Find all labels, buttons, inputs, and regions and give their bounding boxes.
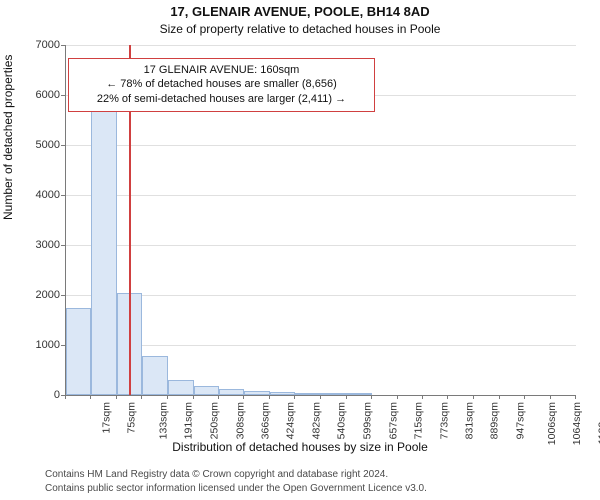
grid-line [66,345,576,346]
x-tick-mark [346,395,347,399]
histogram-bar [244,391,269,395]
histogram-bar [66,308,91,396]
plot-area: 17 GLENAIR AVENUE: 160sqm← 78% of detach… [65,45,576,396]
x-tick-mark [218,395,219,399]
x-tick-mark [269,395,270,399]
x-tick-mark [499,395,500,399]
x-tick-mark [141,395,142,399]
histogram-bar [270,392,295,395]
x-tick-label: 424sqm [285,402,297,439]
y-tick-label: 0 [54,389,60,401]
x-tick-label: 599sqm [362,402,374,439]
x-tick-mark [243,395,244,399]
y-tick-label: 2000 [36,289,60,301]
x-tick-label: 366sqm [259,402,271,439]
x-tick-label: 133sqm [157,402,169,439]
x-tick-mark [575,395,576,399]
x-tick-label: 191sqm [183,402,195,439]
histogram-bar [347,393,372,395]
x-tick-mark [65,395,66,399]
x-tick-label: 540sqm [336,402,348,439]
x-tick-label: 947sqm [514,402,526,439]
x-tick-mark [193,395,194,399]
grid-line [66,195,576,196]
annotation-line-3: 22% of semi-detached houses are larger (… [79,92,364,107]
x-tick-mark [447,395,448,399]
y-tick-label: 7000 [36,39,60,51]
histogram-bar [91,109,116,395]
grid-line [66,45,576,46]
x-tick-label: 773sqm [438,402,450,439]
grid-line [66,295,576,296]
y-tick-label: 5000 [36,139,60,151]
x-tick-label: 75sqm [126,402,138,434]
footer-line-1: Contains HM Land Registry data © Crown c… [45,469,585,480]
x-tick-mark [90,395,91,399]
histogram-bar [321,393,346,395]
y-axis-label: Number of detached properties [1,55,15,220]
footer-line-2: Contains public sector information licen… [45,483,585,494]
x-tick-mark [550,395,551,399]
x-tick-label: 1122sqm [596,402,600,444]
grid-line [66,145,576,146]
x-tick-label: 17sqm [101,402,113,434]
annotation-line-2: ← 78% of detached houses are smaller (8,… [79,77,364,92]
x-axis-label: Distribution of detached houses by size … [0,440,600,454]
histogram-bar [219,389,244,395]
y-tick-label: 4000 [36,189,60,201]
x-tick-mark [473,395,474,399]
x-tick-label: 889sqm [489,402,501,439]
histogram-bar [168,380,193,395]
x-tick-label: 1006sqm [546,402,558,445]
histogram-bar [142,356,168,396]
x-tick-label: 1064sqm [571,402,583,445]
x-tick-label: 657sqm [387,402,399,439]
y-tick-label: 3000 [36,239,60,251]
x-tick-mark [397,395,398,399]
x-tick-label: 482sqm [310,402,322,439]
x-tick-label: 715sqm [412,402,424,439]
y-tick-label: 1000 [36,339,60,351]
histogram-bar [194,386,219,395]
x-tick-mark [320,395,321,399]
x-tick-mark [422,395,423,399]
histogram-bar [295,393,321,396]
grid-line [66,245,576,246]
x-tick-mark [371,395,372,399]
x-tick-mark [524,395,525,399]
x-tick-mark [167,395,168,399]
chart-container: 17, GLENAIR AVENUE, POOLE, BH14 8AD Size… [0,0,600,500]
annotation-box: 17 GLENAIR AVENUE: 160sqm← 78% of detach… [68,58,375,113]
x-tick-mark [294,395,295,399]
x-tick-mark [116,395,117,399]
chart-title: 17, GLENAIR AVENUE, POOLE, BH14 8AD [0,4,600,19]
annotation-line-1: 17 GLENAIR AVENUE: 160sqm [79,63,364,78]
x-tick-label: 831sqm [463,402,475,439]
x-tick-label: 308sqm [234,402,246,439]
x-tick-label: 250sqm [209,402,221,439]
chart-subtitle: Size of property relative to detached ho… [0,22,600,36]
y-tick-label: 6000 [36,89,60,101]
